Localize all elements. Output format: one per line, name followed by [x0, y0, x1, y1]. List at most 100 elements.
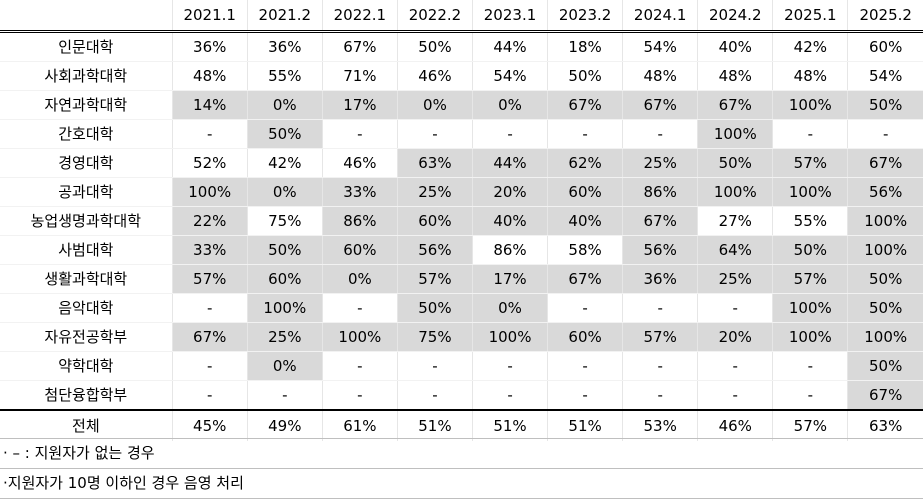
table-cell: - [622, 293, 698, 323]
table-cell: 67% [622, 90, 698, 120]
table-cell: 100% [847, 206, 923, 236]
table-cell: 100% [171, 177, 248, 207]
total-cell: 53% [622, 409, 698, 441]
table-cell: 48% [622, 61, 698, 91]
total-cell: 51% [547, 409, 623, 441]
table-cell: 42% [772, 31, 848, 62]
table-body: 인문대학 36% 36% 67% 50% 44% 18% 54% 40% 42% 60% 사회과학대학… [0, 31, 923, 441]
table-row: 간호대학 -50% - - - - -100% - - [0, 119, 923, 149]
table-row: 음악대학 -100% -50% 0% - - -100% 50% [0, 293, 923, 323]
table-cell: - [547, 293, 623, 323]
table-cell: 100% [772, 322, 848, 352]
row-label: 공과대학 [0, 177, 173, 207]
table-cell: - [547, 351, 623, 381]
total-cell: 49% [246, 409, 323, 441]
table-cell: 86% [321, 206, 398, 236]
table-cell: - [622, 351, 698, 381]
table-cell: 54% [622, 31, 698, 62]
table-cell: 75% [246, 206, 323, 236]
table-row: 공과대학 100% 0% 33% 25% 20% 60% 86% 100% 100% 56% [0, 177, 923, 207]
column-header: 2024.2 [697, 0, 773, 33]
table-cell: 36% [246, 31, 323, 62]
table-cell: 50% [396, 31, 473, 62]
table-cell: 100% [772, 90, 848, 120]
table-cell: 50% [697, 148, 773, 178]
row-label: 자유전공학부 [0, 322, 173, 352]
table-cell: - [547, 119, 623, 149]
table-cell: 60% [396, 206, 473, 236]
table-cell: 58% [547, 235, 623, 265]
table-cell: 48% [697, 61, 773, 91]
table-cell: 46% [396, 61, 473, 91]
table-row: 약학대학 -0% - - - - - - -50% [0, 351, 923, 381]
table-cell: 52% [171, 148, 248, 178]
total-cell: 61% [321, 409, 398, 441]
table-cell: 50% [246, 235, 323, 265]
table-row: 경영대학 52% 42% 46% 63% 44% 62% 25% 50% 57% 67% [0, 148, 923, 178]
table-cell: 40% [471, 206, 548, 236]
footnotes: · – : 지원자가 없는 경우 ·지원자가 10명 이하인 경우 음영 처리 [0, 438, 923, 499]
table-cell: 67% [171, 322, 248, 352]
column-header: 2022.1 [321, 0, 398, 33]
table-cell: 67% [547, 90, 623, 120]
row-label: 사회과학대학 [0, 61, 173, 91]
table-cell: - [396, 119, 473, 149]
total-cell: 63% [847, 409, 923, 441]
table-cell: - [321, 351, 398, 381]
row-label: 경영대학 [0, 148, 173, 178]
row-label: 자연과학대학 [0, 90, 173, 120]
table-cell: 60% [547, 177, 623, 207]
table-cell: 0% [321, 264, 398, 294]
table-cell: - [171, 119, 248, 149]
table-cell: 18% [547, 31, 623, 62]
row-label: 음악대학 [0, 293, 173, 323]
table-cell: 86% [471, 235, 548, 265]
table-cell: 0% [471, 293, 548, 323]
table-cell: 27% [697, 206, 773, 236]
total-label: 전체 [0, 409, 173, 441]
table-row: 사회과학대학 48% 55% 71% 46% 54% 50% 48% 48% 48% 54% [0, 61, 923, 91]
table-cell: 14% [171, 90, 248, 120]
table-cell: 63% [396, 148, 473, 178]
table-cell: 57% [396, 264, 473, 294]
table-cell: 56% [396, 235, 473, 265]
footnote-no-applicants: · – : 지원자가 없는 경우 [0, 438, 923, 468]
table-cell: 36% [171, 31, 248, 62]
row-label: 생활과학대학 [0, 264, 173, 294]
table-row: 생활과학대학 57% 60% 0% 57% 17% 67% 36% 25% 57% 50% [0, 264, 923, 294]
table-cell: 55% [246, 61, 323, 91]
table-cell: 22% [171, 206, 248, 236]
table-cell: 0% [246, 177, 323, 207]
table-cell: 67% [321, 31, 398, 62]
table-cell: 50% [847, 293, 923, 323]
table-cell: 67% [547, 264, 623, 294]
table-cell: 33% [321, 177, 398, 207]
table-cell: 100% [246, 293, 323, 323]
total-row: 전체 45% 49% 61% 51% 51% 51% 53% 46% 57% 63% [0, 409, 923, 441]
table-cell: - [171, 293, 248, 323]
table-cell: 57% [171, 264, 248, 294]
row-label: 간호대학 [0, 119, 173, 149]
table-cell: 50% [847, 264, 923, 294]
table-cell: - [772, 119, 848, 149]
table-row: 인문대학 36% 36% 67% 50% 44% 18% 54% 40% 42% 60% [0, 31, 923, 62]
column-header: 2025.2 [847, 0, 923, 33]
table-cell: - [622, 380, 698, 411]
table-cell: 42% [246, 148, 323, 178]
footnote-shading: ·지원자가 10명 이하인 경우 음영 처리 [0, 468, 923, 499]
table-cell: 100% [321, 322, 398, 352]
table-cell: 60% [246, 264, 323, 294]
table-cell: 60% [321, 235, 398, 265]
table-cell: - [622, 119, 698, 149]
table-cell: 56% [622, 235, 698, 265]
table-cell: 46% [321, 148, 398, 178]
table-cell: 17% [471, 264, 548, 294]
total-cell: 57% [772, 409, 848, 441]
total-cell: 51% [396, 409, 473, 441]
table-cell: 56% [847, 177, 923, 207]
table-row: 자유전공학부 67% 25% 100% 75% 100% 60% 57% 20% 100% 100% [0, 322, 923, 352]
table-cell: 50% [396, 293, 473, 323]
table-cell: 100% [772, 177, 848, 207]
total-cell: 46% [697, 409, 773, 441]
table-row: 농업생명과학대학 22% 75% 86% 60% 40% 40% 67% 27% 55% 100% [0, 206, 923, 236]
